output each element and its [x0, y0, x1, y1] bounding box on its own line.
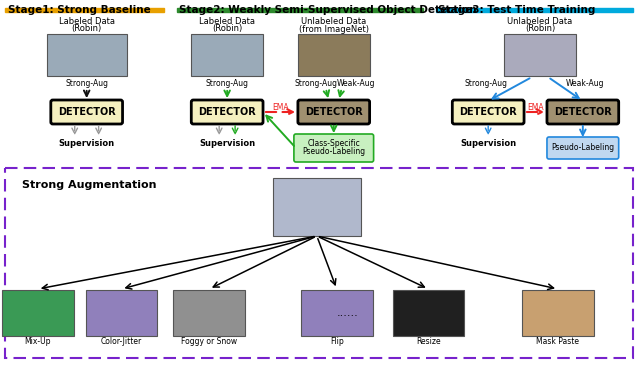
- FancyBboxPatch shape: [294, 134, 374, 162]
- FancyBboxPatch shape: [547, 137, 619, 159]
- Text: DETECTOR: DETECTOR: [198, 107, 256, 117]
- Text: Labeled Data: Labeled Data: [199, 18, 255, 26]
- Bar: [298, 34, 370, 76]
- Text: Labeled Data: Labeled Data: [59, 18, 115, 26]
- Text: (Robin): (Robin): [525, 25, 555, 33]
- Text: Foggy or Snow: Foggy or Snow: [181, 338, 237, 346]
- FancyBboxPatch shape: [452, 100, 524, 124]
- Bar: [177, 8, 424, 12]
- Bar: [5, 168, 633, 358]
- Bar: [392, 290, 464, 336]
- FancyBboxPatch shape: [298, 100, 370, 124]
- Bar: [504, 34, 576, 76]
- Text: Unlabeled Data: Unlabeled Data: [301, 18, 366, 26]
- Text: (from ImageNet): (from ImageNet): [299, 25, 369, 33]
- Text: Weak-Aug: Weak-Aug: [337, 80, 375, 88]
- Text: EMA: EMA: [527, 102, 544, 112]
- Text: Weak-Aug: Weak-Aug: [566, 80, 604, 88]
- Text: Pseudo-Labeling: Pseudo-Labeling: [551, 143, 614, 153]
- Text: Strong-Aug: Strong-Aug: [465, 80, 508, 88]
- Text: Strong-Aug: Strong-Aug: [294, 80, 337, 88]
- Text: DETECTOR: DETECTOR: [58, 107, 116, 117]
- Text: (Robin): (Robin): [212, 25, 243, 33]
- FancyBboxPatch shape: [191, 100, 263, 124]
- Bar: [522, 290, 594, 336]
- Text: EMA: EMA: [272, 102, 289, 112]
- Text: Flip: Flip: [330, 338, 344, 346]
- Text: Pseudo-Labeling: Pseudo-Labeling: [302, 148, 365, 156]
- Text: Mix-Up: Mix-Up: [24, 338, 51, 346]
- Text: Strong-Aug: Strong-Aug: [65, 80, 108, 88]
- Text: Supervision: Supervision: [199, 138, 255, 148]
- Bar: [47, 34, 127, 76]
- Text: DETECTOR: DETECTOR: [554, 107, 612, 117]
- Bar: [273, 178, 361, 236]
- Text: Supervision: Supervision: [460, 138, 516, 148]
- Text: Resize: Resize: [416, 338, 441, 346]
- Bar: [86, 290, 157, 336]
- Text: DETECTOR: DETECTOR: [305, 107, 363, 117]
- Bar: [436, 8, 633, 12]
- Text: Class-Specific: Class-Specific: [307, 139, 360, 149]
- Bar: [2, 290, 74, 336]
- Text: Supervision: Supervision: [59, 138, 115, 148]
- Bar: [301, 290, 372, 336]
- Text: ......: ......: [337, 308, 358, 318]
- Text: DETECTOR: DETECTOR: [460, 107, 517, 117]
- Bar: [191, 34, 263, 76]
- Text: Mask Paste: Mask Paste: [536, 338, 579, 346]
- Text: Stage2: Weakly Semi-Supervised Object Detection: Stage2: Weakly Semi-Supervised Object De…: [179, 5, 477, 15]
- Text: Stage1: Strong Baseline: Stage1: Strong Baseline: [8, 5, 151, 15]
- Bar: [173, 290, 245, 336]
- Text: Strong Augmentation: Strong Augmentation: [22, 180, 157, 190]
- Text: Strong-Aug: Strong-Aug: [205, 80, 249, 88]
- Text: (Robin): (Robin): [72, 25, 102, 33]
- Bar: [5, 8, 164, 12]
- Text: Stage3: Test Time Training: Stage3: Test Time Training: [438, 5, 596, 15]
- FancyBboxPatch shape: [547, 100, 619, 124]
- Text: Color-Jitter: Color-Jitter: [101, 338, 142, 346]
- FancyBboxPatch shape: [51, 100, 122, 124]
- Text: Unlabeled Data: Unlabeled Data: [508, 18, 573, 26]
